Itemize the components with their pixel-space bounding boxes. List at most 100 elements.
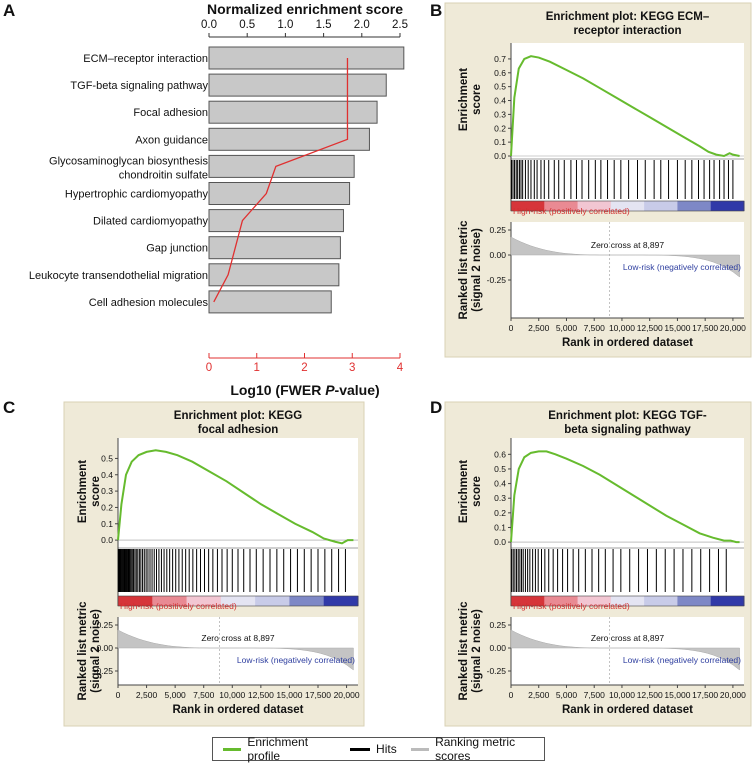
panel-a-category-label: Glycosaminoglycan biosynthesis bbox=[49, 155, 208, 167]
panel-b-metric-tick-label: 0.00 bbox=[489, 250, 506, 260]
panel-c-y-tick-label: 0.3 bbox=[101, 486, 113, 496]
panel-b-y-tick-label: 0.4 bbox=[494, 96, 506, 106]
panel-a-bottom-tick-label: 2 bbox=[301, 362, 307, 374]
panel-b-y-tick-label: 0.1 bbox=[494, 137, 506, 147]
panel-c-x-tick-label: 2,500 bbox=[136, 690, 158, 700]
panel-d-x-tick-label: 12,500 bbox=[637, 690, 663, 700]
panel-d-x-tick-label: 5,000 bbox=[556, 690, 578, 700]
panel-d-x-tick-label: 20,000 bbox=[720, 690, 746, 700]
panel-d-x-tick-label: 2,500 bbox=[528, 690, 550, 700]
panel-c-xlabel: Rank in ordered dataset bbox=[172, 704, 303, 716]
panel-a-bar bbox=[208, 236, 341, 260]
panel-c-ylabel2: Ranked list metric bbox=[77, 601, 89, 701]
panel-c-y-tick-label: 0.5 bbox=[101, 453, 113, 463]
panel-d-y-tick-label: 0.4 bbox=[494, 479, 506, 489]
panel-c-metric-tick-label: -0.25 bbox=[94, 666, 114, 676]
panel-b-ylabel2: (signal 2 noise) bbox=[471, 228, 483, 312]
panel-c-ylabel: Enrichment bbox=[77, 460, 89, 523]
panel-b-y-tick-label: 0.5 bbox=[494, 82, 506, 92]
panel-b-x-tick-label: 5,000 bbox=[556, 323, 578, 333]
panel-d-y-tick-label: 0.3 bbox=[494, 493, 506, 503]
panel-d-gradient-segment bbox=[710, 596, 745, 606]
panel-d-x-tick-label: 15,000 bbox=[664, 690, 690, 700]
panel-d-y-tick-label: 0.6 bbox=[494, 449, 506, 459]
panel-d-gradient-segment bbox=[677, 596, 712, 606]
panel-d-plot-area bbox=[511, 438, 744, 606]
panel-d-zero-cross-label: Zero cross at 8,897 bbox=[591, 633, 665, 643]
panel-b-x-tick-label: 2,500 bbox=[528, 323, 550, 333]
panel-a-bar bbox=[208, 263, 340, 287]
panel-a-category-label: ECM–receptor interaction bbox=[83, 53, 208, 65]
panel-d-metric-tick-label: 0.00 bbox=[489, 643, 506, 653]
figure-canvas: A B C D Normalized enrichment score 0.0 0.5 1.0… bbox=[3, 1, 752, 727]
panel-b-x-tick-label: 20,000 bbox=[720, 323, 746, 333]
panel-d-gradient-segment bbox=[544, 596, 579, 606]
panel-d-ylabel2: (signal 2 noise) bbox=[471, 609, 483, 693]
panel-c-y-tick-label: 0.1 bbox=[101, 519, 113, 529]
panel-b-x-tick-label: 15,000 bbox=[664, 323, 690, 333]
panel-a-top-tick-label: 1.0 bbox=[277, 19, 293, 31]
panel-b-gradient-segment bbox=[710, 201, 745, 211]
panel-d-ylabel2: Ranked list metric bbox=[458, 601, 470, 701]
panel-c-gradient-segment bbox=[255, 596, 290, 606]
panel-a-bar bbox=[208, 209, 344, 233]
panel-d-ylabel: score bbox=[471, 476, 483, 507]
panel-d-metric-fill bbox=[510, 629, 740, 671]
panel-b-x-tick-label: 7,500 bbox=[584, 323, 606, 333]
panel-b-gradient-segment bbox=[644, 201, 678, 211]
panel-a-bottom-tick-label: 1 bbox=[254, 362, 260, 374]
panel-a-category-label: Gap junction bbox=[146, 243, 208, 255]
panel-c-ylabel: score bbox=[90, 476, 102, 507]
panel-d-title: beta signaling pathway bbox=[564, 424, 691, 436]
panel-a-bar bbox=[208, 73, 387, 97]
panel-b-enrichment-profile bbox=[510, 55, 740, 158]
panel-a-category-label: Cell adhesion molecules bbox=[89, 297, 209, 309]
panel-a-top-tick-label: 1.5 bbox=[316, 19, 332, 31]
panel-a-bottom-tick-label: 4 bbox=[397, 362, 404, 374]
panel-a-top-tick-label: 2.0 bbox=[354, 19, 370, 31]
panel-c-x-tick-label: 17,500 bbox=[305, 690, 331, 700]
panel-b-x-tick-label: 12,500 bbox=[637, 323, 663, 333]
panel-c-metric-tick-label: 0.00 bbox=[96, 643, 113, 653]
panel-a-bottom-tick-label: 0 bbox=[206, 362, 212, 374]
panel-a-chart: Normalized enrichment score 0.0 0.5 1.0 1.5 2… bbox=[29, 1, 408, 398]
panel-b-zero-cross-label: Zero cross at 8,897 bbox=[591, 240, 665, 250]
panel-b-x-tick-label: 0 bbox=[509, 323, 514, 333]
panel-a-category-label: Hypertrophic cardiomyopathy bbox=[65, 189, 209, 201]
panel-c-gradient-segment bbox=[220, 596, 256, 606]
panel-c-chart: Enrichment plot: KEGG focal adhesion 0.0 0.… bbox=[63, 401, 365, 727]
panel-d-x-tick-label: 17,500 bbox=[692, 690, 718, 700]
panel-c-gradient-segment bbox=[289, 596, 325, 606]
panel-a-category-label: chondroitin sulfate bbox=[119, 169, 208, 181]
panel-d-high-risk-label: High-risk (positively correlated) bbox=[513, 601, 630, 611]
panel-d-ylabel: Enrichment bbox=[458, 460, 470, 523]
panel-a-bar bbox=[208, 100, 378, 124]
panel-b-y-tick-label: 0.3 bbox=[494, 109, 506, 119]
panel-c-title: focal adhesion bbox=[198, 424, 279, 436]
panel-b-title: receptor interaction bbox=[574, 25, 682, 37]
panel-c-zero-cross-label: Zero cross at 8,897 bbox=[201, 633, 275, 643]
legend-swatch bbox=[223, 747, 242, 751]
legend-item: Hits bbox=[350, 742, 397, 756]
panel-a-top-axis-title: Normalized enrichment score bbox=[207, 1, 403, 17]
panel-a-bar bbox=[208, 182, 351, 205]
panel-c-x-tick-label: 20,000 bbox=[334, 690, 360, 700]
panel-c-high-risk-label: High-risk (positively correlated) bbox=[120, 601, 237, 611]
panel-a-bar bbox=[208, 154, 355, 178]
panel-b-ylabel2: Ranked list metric bbox=[458, 220, 470, 320]
panel-c-gradient-segment bbox=[186, 596, 222, 606]
panel-b-gradient-segment bbox=[511, 201, 545, 211]
panel-a-category-label: Focal adhesion bbox=[133, 107, 208, 119]
panel-letter-c: C bbox=[3, 398, 15, 417]
panel-c-y-tick-label: 0.4 bbox=[101, 470, 113, 480]
panel-d-metric-tick-label: 0.25 bbox=[489, 620, 506, 630]
legend-label: Enrichment profile bbox=[247, 735, 309, 763]
panel-c-gradient-segment bbox=[118, 596, 153, 606]
panel-c-x-tick-label: 0 bbox=[116, 690, 121, 700]
panel-a-top-tick-label: 2.5 bbox=[392, 19, 408, 31]
panel-a-bar bbox=[208, 290, 332, 314]
panel-d-x-tick-label: 7,500 bbox=[584, 690, 606, 700]
panel-b-xlabel: Rank in ordered dataset bbox=[562, 337, 693, 349]
panel-d-chart: Enrichment plot: KEGG TGF-beta signaling… bbox=[444, 401, 752, 727]
panel-d-gradient-segment bbox=[644, 596, 678, 606]
